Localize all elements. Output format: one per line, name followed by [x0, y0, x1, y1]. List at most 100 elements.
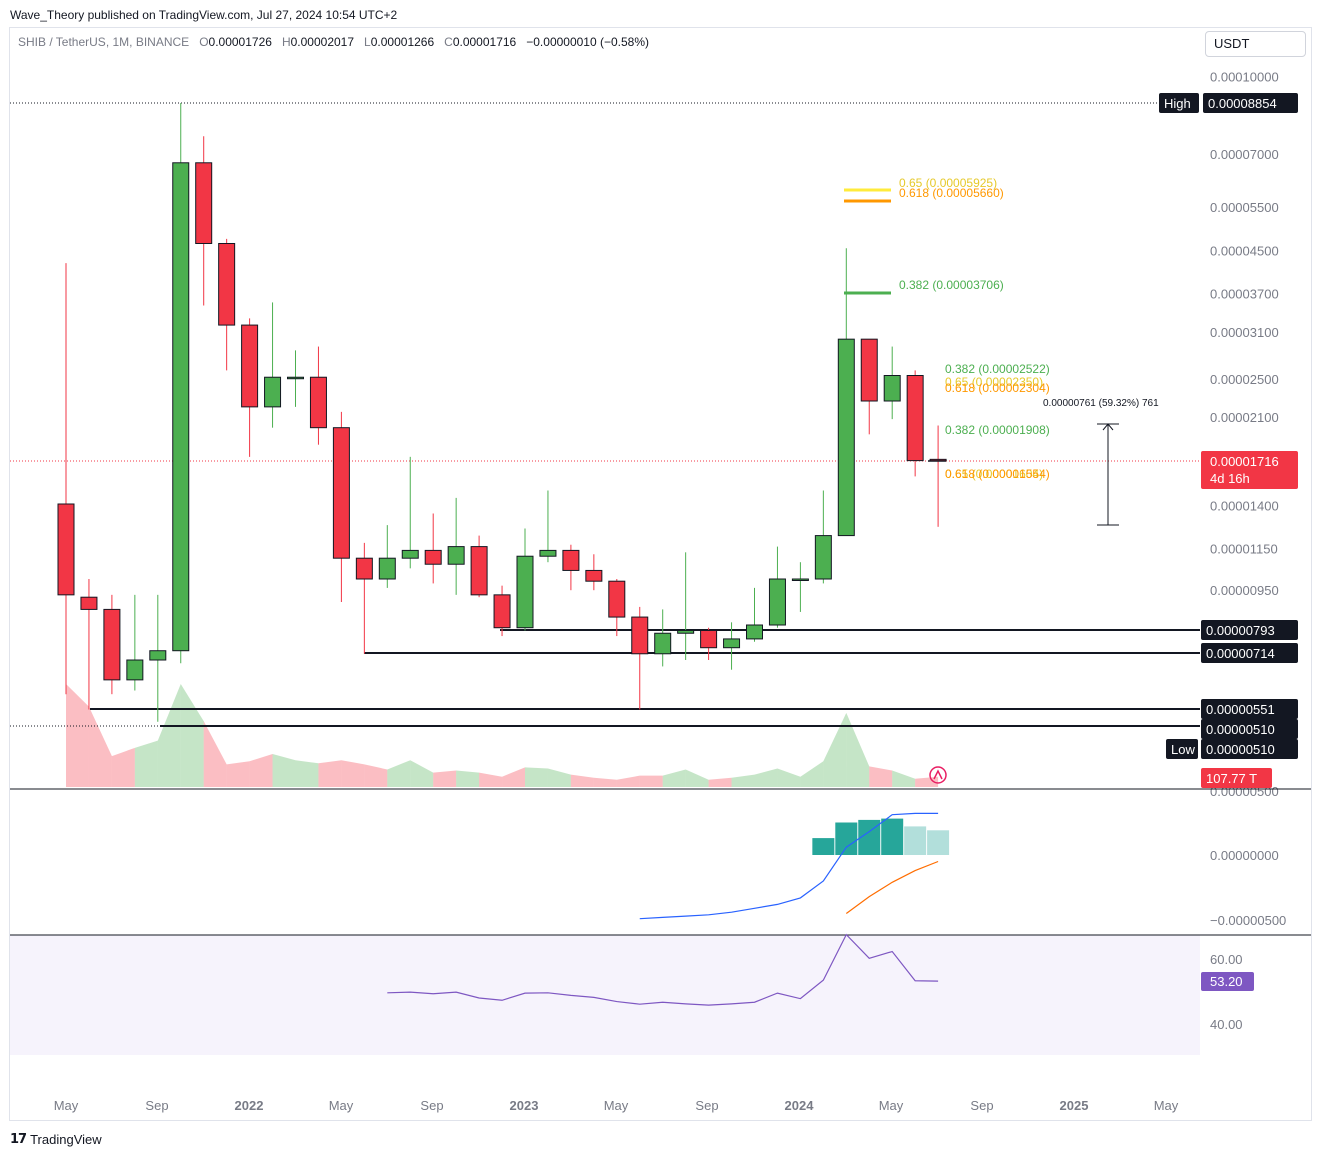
fib-label: 0.618 (0.00005660) — [899, 186, 1004, 200]
event-icon-glyph — [933, 769, 943, 780]
candle-body — [768, 578, 786, 626]
volume-area — [66, 684, 89, 787]
measure-label: 0.00000761 (59.32%) 761 — [1043, 398, 1159, 409]
candle-body — [837, 338, 855, 537]
rsi-value-label: 53.20 — [1210, 974, 1243, 989]
high-value-tag-bg — [1203, 93, 1298, 113]
x-tick-label: May — [604, 1098, 629, 1113]
volume-area — [708, 777, 732, 787]
volume-area — [456, 770, 480, 787]
current-price-bg — [1201, 451, 1298, 489]
candle-body — [516, 555, 534, 629]
level-tag-bg — [1201, 699, 1298, 719]
y-tick-label: 0.00005500 — [1210, 200, 1279, 215]
candle-body — [332, 427, 350, 559]
y-tick-label: 0.00010000 — [1210, 69, 1279, 84]
x-tick-label: 2024 — [785, 1098, 815, 1113]
candle-body — [172, 162, 190, 652]
volume-area — [616, 775, 640, 787]
candle-body — [791, 578, 809, 582]
volume-area — [433, 770, 457, 787]
legend-open: 0.00001726 — [208, 35, 272, 49]
fib-label: 0.382 (0.00002522) — [945, 362, 1050, 376]
volume-area — [754, 768, 778, 787]
y-tick-label: 0.00002100 — [1210, 410, 1279, 425]
volume-area — [341, 760, 365, 787]
low-value-tag-bg — [1201, 739, 1298, 759]
x-tick-label: May — [1154, 1098, 1179, 1113]
y-tick-label: 0.00003100 — [1210, 325, 1279, 340]
volume-area — [502, 767, 525, 787]
fib-label: 0.65 (0.00001604) — [945, 467, 1043, 481]
y-tick-label: 0.00007000 — [1210, 147, 1279, 162]
tradingview-logo[interactable]: 𝟭𝟳 TradingView — [10, 1131, 102, 1147]
macd-histogram-bar — [927, 830, 950, 855]
legend-close-label: C — [444, 35, 453, 49]
candle-body — [103, 608, 121, 681]
legend-high: 0.00002017 — [290, 35, 355, 49]
macd-y-tick: 0.00000000 — [1210, 848, 1279, 863]
level-tag: 0.00000551 — [1206, 702, 1275, 717]
current-price-label: 0.00001716 — [1210, 454, 1279, 469]
level-tag-bg — [1201, 620, 1298, 640]
rsi-background — [10, 935, 1200, 1055]
volume-area — [570, 774, 594, 787]
volume-area — [869, 766, 893, 787]
low-tag-bg — [1166, 739, 1198, 759]
volume-area — [249, 754, 273, 787]
candle-body — [195, 162, 213, 244]
candle-body — [401, 549, 419, 559]
volume-area — [800, 761, 824, 787]
fib-label: 0.382 (0.00003706) — [899, 278, 1004, 292]
low-tag: Low — [1171, 742, 1195, 757]
candle-body — [677, 629, 695, 634]
y-tick-label: 0.00001400 — [1210, 499, 1279, 514]
y-tick-label: 0.00004500 — [1210, 244, 1279, 259]
candle-body — [126, 659, 144, 681]
candle-body — [287, 376, 304, 380]
volume-tag-bg — [1201, 768, 1272, 788]
x-tick-label: May — [54, 1098, 79, 1113]
volume-area — [525, 767, 548, 787]
event-icon — [929, 766, 947, 784]
candle-body — [860, 338, 878, 402]
candle-body — [80, 596, 98, 610]
volume-area — [180, 684, 204, 787]
volume-area — [915, 776, 939, 787]
volume-area — [892, 770, 916, 787]
low-value-tag: 0.00000510 — [1206, 742, 1275, 757]
legend-low: 0.00001266 — [370, 35, 435, 49]
candle-body — [654, 632, 672, 655]
x-tick-label: 2022 — [235, 1098, 264, 1113]
countdown-label: 4d 16h — [1210, 471, 1250, 486]
rsi-value-bg — [1201, 972, 1254, 991]
volume-area — [387, 760, 411, 787]
macd-histogram-bar — [904, 826, 927, 855]
candle-body — [883, 375, 901, 402]
candle-body — [57, 503, 75, 596]
y-tick-label: 0.00000950 — [1210, 583, 1279, 598]
volume-tag: 107.77 T — [1206, 771, 1257, 786]
macd-line — [639, 812, 939, 920]
legend-change: −0.00000010 (−0.58%) — [526, 35, 650, 49]
volume-area — [226, 761, 250, 787]
volume-area — [777, 768, 801, 787]
candle-body — [814, 535, 832, 580]
rsi-y-tick: 60.00 — [1210, 952, 1243, 967]
level-tag: 0.00000510 — [1206, 722, 1275, 737]
currency-button[interactable]: USDT — [1205, 31, 1306, 57]
volume-area — [157, 684, 181, 787]
candle-body — [149, 650, 167, 661]
candle-body — [539, 549, 557, 557]
volume-area — [846, 712, 870, 787]
macd-histogram-bar — [881, 818, 904, 855]
tradingview-icon: 𝟭𝟳 — [10, 1131, 27, 1146]
volume-area — [364, 764, 388, 787]
candle-body — [470, 546, 488, 596]
fib-label: 0.382 (0.00001908) — [945, 423, 1050, 437]
volume-area — [272, 754, 296, 787]
legend-open-label: O — [199, 35, 209, 49]
legend-low-label: L — [364, 35, 371, 49]
volume-area — [318, 760, 342, 787]
